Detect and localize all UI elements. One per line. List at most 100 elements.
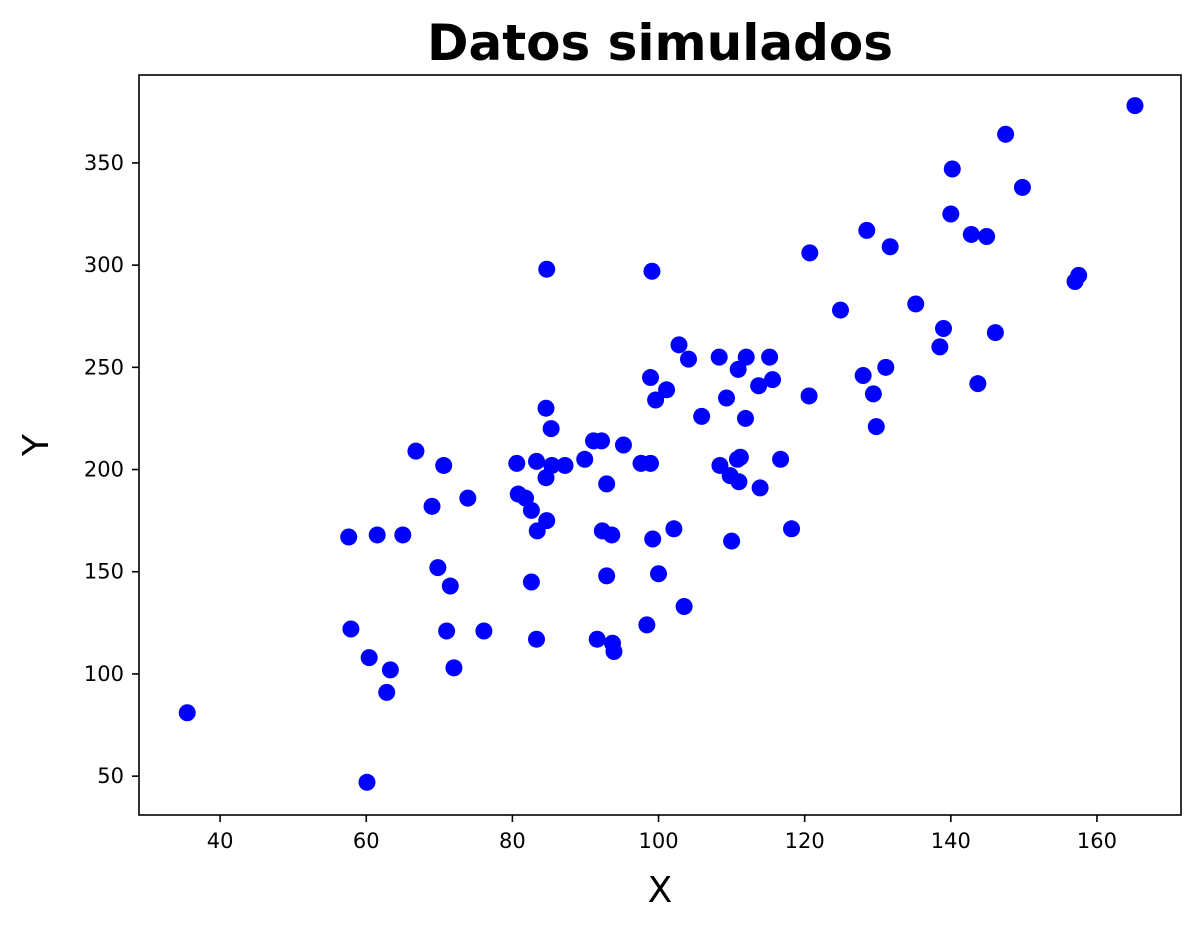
y-tick-label: 200 [84, 458, 124, 482]
scatter-point [368, 526, 386, 544]
scatter-point [864, 385, 882, 403]
scatter-point [358, 773, 376, 791]
scatter-point [459, 489, 477, 507]
scatter-points [178, 97, 1144, 791]
scatter-point [538, 512, 556, 530]
scatter-point [751, 479, 769, 497]
scatter-point [508, 454, 526, 472]
x-tick-label: 120 [785, 829, 825, 853]
scatter-point [962, 225, 980, 243]
scatter-point [340, 528, 358, 546]
y-axis: 50 100 150 200 250 300 350 [84, 151, 139, 788]
scatter-point [423, 497, 441, 515]
scatter-point [522, 573, 540, 591]
scatter-point [943, 160, 961, 178]
x-axis-label: X [648, 870, 673, 911]
scatter-point [1126, 97, 1144, 115]
y-tick-label: 150 [84, 560, 124, 584]
scatter-point [679, 350, 697, 368]
scatter-point [537, 399, 555, 417]
scatter-point [969, 375, 987, 393]
scatter-point [737, 348, 755, 366]
x-tick-label: 160 [1077, 829, 1117, 853]
scatter-point [598, 567, 616, 585]
x-tick-label: 60 [353, 829, 380, 853]
scatter-point [429, 559, 447, 577]
scatter-point [538, 260, 556, 278]
scatter-point [931, 338, 949, 356]
scatter-point [543, 456, 561, 474]
scatter-point [736, 409, 754, 427]
scatter-point [441, 577, 459, 595]
scatter-point [1070, 266, 1088, 284]
scatter-point [556, 456, 574, 474]
scatter-point [378, 683, 396, 701]
scatter-point [693, 407, 711, 425]
y-tick-label: 100 [84, 662, 124, 686]
scatter-point [407, 442, 425, 460]
scatter-point [360, 649, 378, 667]
scatter-point [1013, 178, 1031, 196]
scatter-point [761, 348, 779, 366]
scatter-point [576, 450, 594, 468]
y-tick-label: 350 [84, 151, 124, 175]
scatter-point [542, 420, 560, 438]
scatter-point [528, 452, 546, 470]
y-tick-label: 250 [84, 355, 124, 379]
x-tick-label: 40 [207, 829, 234, 853]
scatter-point [638, 616, 656, 634]
scatter-point [881, 238, 899, 256]
scatter-point [877, 358, 895, 376]
scatter-point [764, 371, 782, 389]
scatter-point [394, 526, 412, 544]
scatter-point [854, 366, 872, 384]
scatter-point [658, 381, 676, 399]
scatter-point [642, 369, 660, 387]
y-tick-label: 50 [97, 764, 124, 788]
scatter-point [783, 520, 801, 538]
scatter-point [730, 473, 748, 491]
scatter-point [435, 456, 453, 474]
scatter-point [772, 450, 790, 468]
scatter-point [800, 387, 818, 405]
scatter-point [475, 622, 493, 640]
scatter-point [381, 661, 399, 679]
scatter-point [603, 526, 621, 544]
scatter-point [729, 360, 747, 378]
scatter-point [986, 324, 1004, 342]
x-axis: 40 60 80 100 120 140 160 [207, 815, 1117, 853]
chart-title: Datos simulados [427, 14, 893, 72]
scatter-point [997, 125, 1015, 143]
scatter-point [605, 642, 623, 660]
scatter-point [858, 221, 876, 239]
scatter-point [598, 475, 616, 493]
scatter-point [942, 205, 960, 223]
scatter-point [522, 501, 540, 519]
y-axis-label: Y [16, 433, 57, 457]
scatter-point [710, 348, 728, 366]
scatter-point [438, 622, 456, 640]
scatter-point [588, 630, 606, 648]
x-tick-label: 100 [638, 829, 678, 853]
scatter-point [935, 319, 953, 337]
scatter-point [178, 704, 196, 722]
scatter-point [593, 432, 611, 450]
scatter-point [731, 448, 749, 466]
scatter-point [647, 391, 665, 409]
scatter-point [528, 630, 546, 648]
scatter-point [978, 227, 996, 245]
scatter-point [801, 244, 819, 262]
scatter-point [665, 520, 683, 538]
scatter-point [831, 301, 849, 319]
x-tick-label: 80 [499, 829, 526, 853]
scatter-point [644, 530, 662, 548]
scatter-point [907, 295, 925, 313]
x-tick-label: 140 [931, 829, 971, 853]
scatter-point [642, 454, 660, 472]
scatter-point [867, 418, 885, 436]
scatter-point [445, 659, 463, 677]
scatter-point [342, 620, 360, 638]
scatter-point [723, 532, 741, 550]
scatter-point [650, 565, 668, 583]
scatter-point [675, 597, 693, 615]
